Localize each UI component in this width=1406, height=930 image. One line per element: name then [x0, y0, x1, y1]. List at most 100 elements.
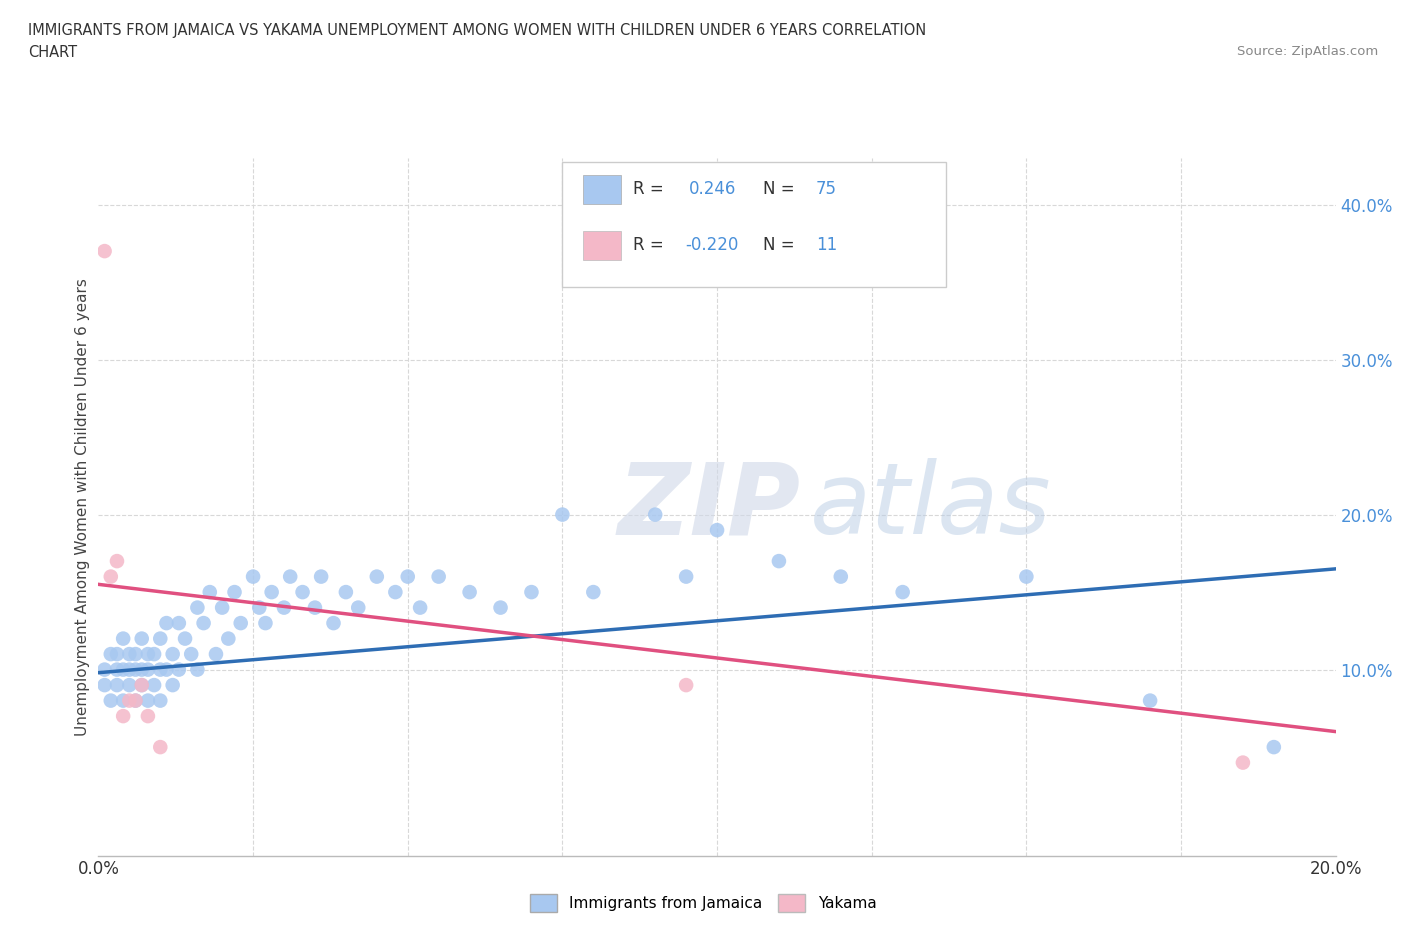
Point — [224, 585, 246, 600]
Text: 0.246: 0.246 — [689, 180, 735, 198]
Text: N =: N = — [763, 236, 794, 254]
Point — [118, 693, 141, 708]
Point — [131, 678, 153, 693]
Point — [100, 569, 122, 584]
FancyBboxPatch shape — [562, 162, 946, 287]
Point — [309, 569, 332, 584]
Point — [118, 646, 141, 661]
Point — [347, 600, 370, 615]
Point — [186, 662, 208, 677]
Text: R =: R = — [633, 180, 664, 198]
Point — [520, 585, 543, 600]
Point — [124, 662, 146, 677]
Point — [278, 569, 301, 584]
Point — [143, 646, 166, 661]
Point — [155, 662, 177, 677]
Point — [242, 569, 264, 584]
Point — [124, 693, 146, 708]
Point — [644, 507, 666, 522]
Point — [118, 678, 141, 693]
Point — [1263, 739, 1285, 754]
Point — [254, 616, 277, 631]
Text: R =: R = — [633, 236, 664, 254]
Point — [100, 693, 122, 708]
Point — [136, 646, 159, 661]
Point — [112, 709, 135, 724]
Point — [186, 600, 208, 615]
Point — [124, 693, 146, 708]
Point — [322, 616, 344, 631]
FancyBboxPatch shape — [583, 231, 620, 260]
Point — [366, 569, 388, 584]
Point — [112, 693, 135, 708]
Point — [162, 646, 184, 661]
Point — [1232, 755, 1254, 770]
Point — [180, 646, 202, 661]
Point — [105, 646, 128, 661]
Point — [118, 662, 141, 677]
Point — [100, 646, 122, 661]
Point — [396, 569, 419, 584]
Point — [409, 600, 432, 615]
Point — [198, 585, 221, 600]
Point — [93, 662, 115, 677]
Text: 75: 75 — [815, 180, 837, 198]
Point — [149, 631, 172, 646]
Point — [675, 678, 697, 693]
Point — [167, 662, 190, 677]
Point — [247, 600, 270, 615]
Point — [155, 616, 177, 631]
Point — [768, 553, 790, 568]
Point — [136, 693, 159, 708]
Point — [112, 631, 135, 646]
Y-axis label: Unemployment Among Women with Children Under 6 years: Unemployment Among Women with Children U… — [75, 278, 90, 736]
Point — [335, 585, 357, 600]
Point — [229, 616, 252, 631]
Point — [93, 244, 115, 259]
Point — [136, 662, 159, 677]
Point — [149, 662, 172, 677]
Point — [304, 600, 326, 615]
Point — [136, 709, 159, 724]
Point — [105, 662, 128, 677]
Point — [582, 585, 605, 600]
Point — [260, 585, 283, 600]
Point — [143, 678, 166, 693]
Point — [193, 616, 215, 631]
Point — [167, 616, 190, 631]
Point — [551, 507, 574, 522]
Point — [131, 631, 153, 646]
Point — [93, 678, 115, 693]
Legend: Immigrants from Jamaica, Yakama: Immigrants from Jamaica, Yakama — [523, 888, 883, 918]
Point — [384, 585, 406, 600]
Point — [124, 646, 146, 661]
Point — [211, 600, 233, 615]
Point — [427, 569, 450, 584]
Text: 11: 11 — [815, 236, 838, 254]
Point — [1015, 569, 1038, 584]
Point — [105, 678, 128, 693]
Point — [205, 646, 228, 661]
Point — [273, 600, 295, 615]
Text: atlas: atlas — [810, 458, 1052, 555]
Point — [891, 585, 914, 600]
Point — [217, 631, 239, 646]
Point — [112, 662, 135, 677]
Text: CHART: CHART — [28, 45, 77, 60]
Point — [1139, 693, 1161, 708]
Point — [458, 585, 481, 600]
Point — [162, 678, 184, 693]
Text: -0.220: -0.220 — [685, 236, 738, 254]
Point — [105, 553, 128, 568]
Text: N =: N = — [763, 180, 794, 198]
Point — [675, 569, 697, 584]
Point — [131, 678, 153, 693]
Point — [291, 585, 314, 600]
Text: IMMIGRANTS FROM JAMAICA VS YAKAMA UNEMPLOYMENT AMONG WOMEN WITH CHILDREN UNDER 6: IMMIGRANTS FROM JAMAICA VS YAKAMA UNEMPL… — [28, 23, 927, 38]
FancyBboxPatch shape — [583, 175, 620, 205]
Point — [149, 739, 172, 754]
Point — [149, 693, 172, 708]
Point — [174, 631, 197, 646]
Text: Source: ZipAtlas.com: Source: ZipAtlas.com — [1237, 45, 1378, 58]
Point — [830, 569, 852, 584]
